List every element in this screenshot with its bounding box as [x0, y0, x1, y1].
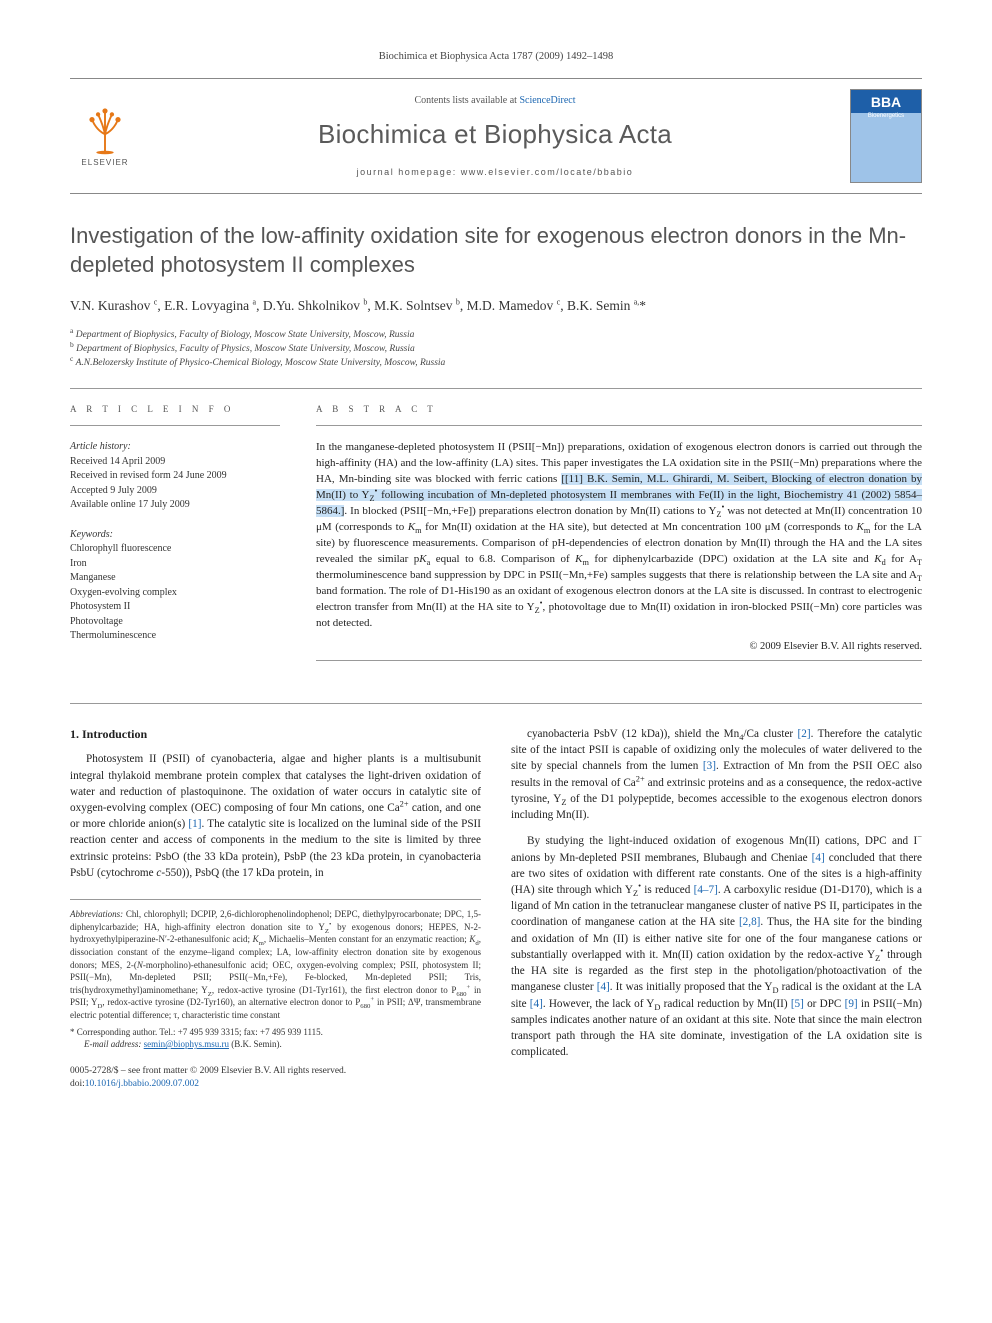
article-title: Investigation of the low-affinity oxidat… — [70, 222, 922, 279]
corresponding-author: * Corresponding author. Tel.: +7 495 939… — [70, 1026, 481, 1039]
affil-marker: a — [70, 325, 73, 334]
rule — [70, 703, 922, 704]
abstract-copyright: © 2009 Elsevier B.V. All rights reserved… — [316, 640, 922, 654]
corr-text: Corresponding author. Tel.: +7 495 939 3… — [77, 1027, 323, 1037]
abstract-panel: A B S T R A C T In the manganese-deplete… — [316, 403, 922, 675]
keyword: Photosystem II — [70, 600, 280, 614]
journal-homepage: journal homepage: www.elsevier.com/locat… — [158, 166, 832, 178]
doi-link[interactable]: 10.1016/j.bbabio.2009.07.002 — [85, 1079, 199, 1089]
affil-marker: b — [70, 340, 74, 349]
keyword: Chlorophyll fluorescence — [70, 542, 280, 556]
elsevier-logo-text: ELSEVIER — [81, 158, 128, 169]
corr-marker: * — [70, 1027, 75, 1037]
affil-text: Department of Biophysics, Faculty of Bio… — [76, 330, 415, 340]
sciencedirect-link[interactable]: ScienceDirect — [519, 95, 575, 106]
email-owner: (B.K. Semin). — [231, 1039, 282, 1049]
doi-label: doi: — [70, 1079, 85, 1089]
abstract-text: In the manganese-depleted photosystem II… — [316, 440, 922, 631]
rule — [70, 425, 280, 426]
abbrev-label: Abbreviations: — [70, 909, 123, 919]
homepage-url: www.elsevier.com/locate/bbabio — [461, 167, 634, 177]
article-info-heading: A R T I C L E I N F O — [70, 403, 280, 415]
affil-text: Department of Biophysics, Faculty of Phy… — [76, 344, 415, 354]
affiliations: a Department of Biophysics, Faculty of B… — [70, 328, 922, 371]
affiliation: a Department of Biophysics, Faculty of B… — [70, 328, 922, 342]
keyword: Manganese — [70, 571, 280, 585]
abstract-heading: A B S T R A C T — [316, 403, 922, 415]
keyword: Iron — [70, 557, 280, 571]
history-label: Article history: — [70, 440, 280, 454]
abbrev-text: Chl, chlorophyll; DCPIP, 2,6-dichlorophe… — [70, 909, 481, 1020]
body-columns: 1. Introduction Photosystem II (PSII) of… — [70, 726, 922, 1092]
email-label: E-mail address: — [84, 1039, 141, 1049]
body-paragraph: Photosystem II (PSII) of cyanobacteria, … — [70, 751, 481, 881]
body-paragraph: By studying the light-induced oxidation … — [511, 833, 922, 1060]
history-line: Received in revised form 24 June 2009 — [70, 469, 280, 483]
rule — [316, 660, 922, 661]
history-line: Received 14 April 2009 — [70, 455, 280, 469]
keyword: Oxygen-evolving complex — [70, 586, 280, 600]
affil-marker: c — [70, 354, 73, 363]
doi-line: doi:10.1016/j.bbabio.2009.07.002 — [70, 1078, 481, 1092]
tree-icon — [79, 104, 131, 156]
keyword: Photovoltage — [70, 615, 280, 629]
author-list: V.N. Kurashov c, E.R. Lovyagina a, D.Yu.… — [70, 297, 922, 315]
keyword: Thermoluminescence — [70, 629, 280, 643]
keywords-label: Keywords: — [70, 528, 280, 542]
rule — [70, 388, 922, 389]
abbreviations: Abbreviations: Chl, chlorophyll; DCPIP, … — [70, 908, 481, 1021]
masthead: ELSEVIER Contents lists available at Sci… — [70, 78, 922, 194]
journal-cover-thumb: BBA Bioenergetics — [850, 89, 922, 183]
affiliation: c A.N.Belozersky Institute of Physico-Ch… — [70, 356, 922, 370]
affiliation: b Department of Biophysics, Faculty of P… — [70, 342, 922, 356]
section-title: 1. Introduction — [70, 726, 481, 743]
journal-title: Biochimica et Biophysica Acta — [158, 117, 832, 152]
cover-abbrev: BBA — [871, 90, 901, 112]
article-info-panel: A R T I C L E I N F O Article history: R… — [70, 403, 280, 675]
cover-section: Bioenergetics — [868, 112, 904, 120]
affil-text: A.N.Belozersky Institute of Physico-Chem… — [76, 358, 446, 368]
body-paragraph: cyanobacteria PsbV (12 kDa)), shield the… — [511, 726, 922, 823]
history-line: Accepted 9 July 2009 — [70, 484, 280, 498]
email-link[interactable]: semin@biophys.msu.ru — [144, 1039, 229, 1049]
availability-line: Contents lists available at ScienceDirec… — [158, 94, 832, 108]
issn-line: 0005-2728/$ – see front matter © 2009 El… — [70, 1065, 481, 1079]
history-line: Available online 17 July 2009 — [70, 498, 280, 512]
rule — [316, 425, 922, 426]
footnotes: Abbreviations: Chl, chlorophyll; DCPIP, … — [70, 899, 481, 1051]
availability-prefix: Contents lists available at — [414, 95, 519, 106]
elsevier-logo: ELSEVIER — [70, 96, 140, 176]
homepage-label: journal homepage: — [357, 167, 461, 177]
running-head: Biochimica et Biophysica Acta 1787 (2009… — [70, 50, 922, 64]
corr-email-line: E-mail address: semin@biophys.msu.ru (B.… — [70, 1038, 481, 1051]
